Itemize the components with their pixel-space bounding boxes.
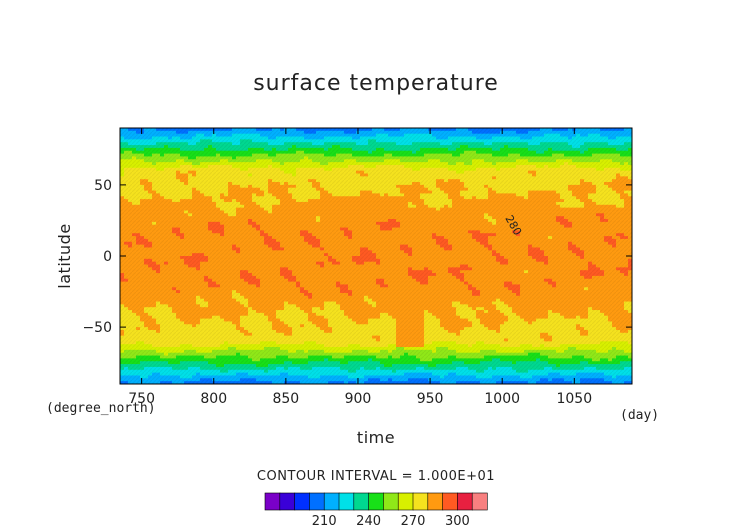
chart-title: surface temperature [253,71,499,96]
